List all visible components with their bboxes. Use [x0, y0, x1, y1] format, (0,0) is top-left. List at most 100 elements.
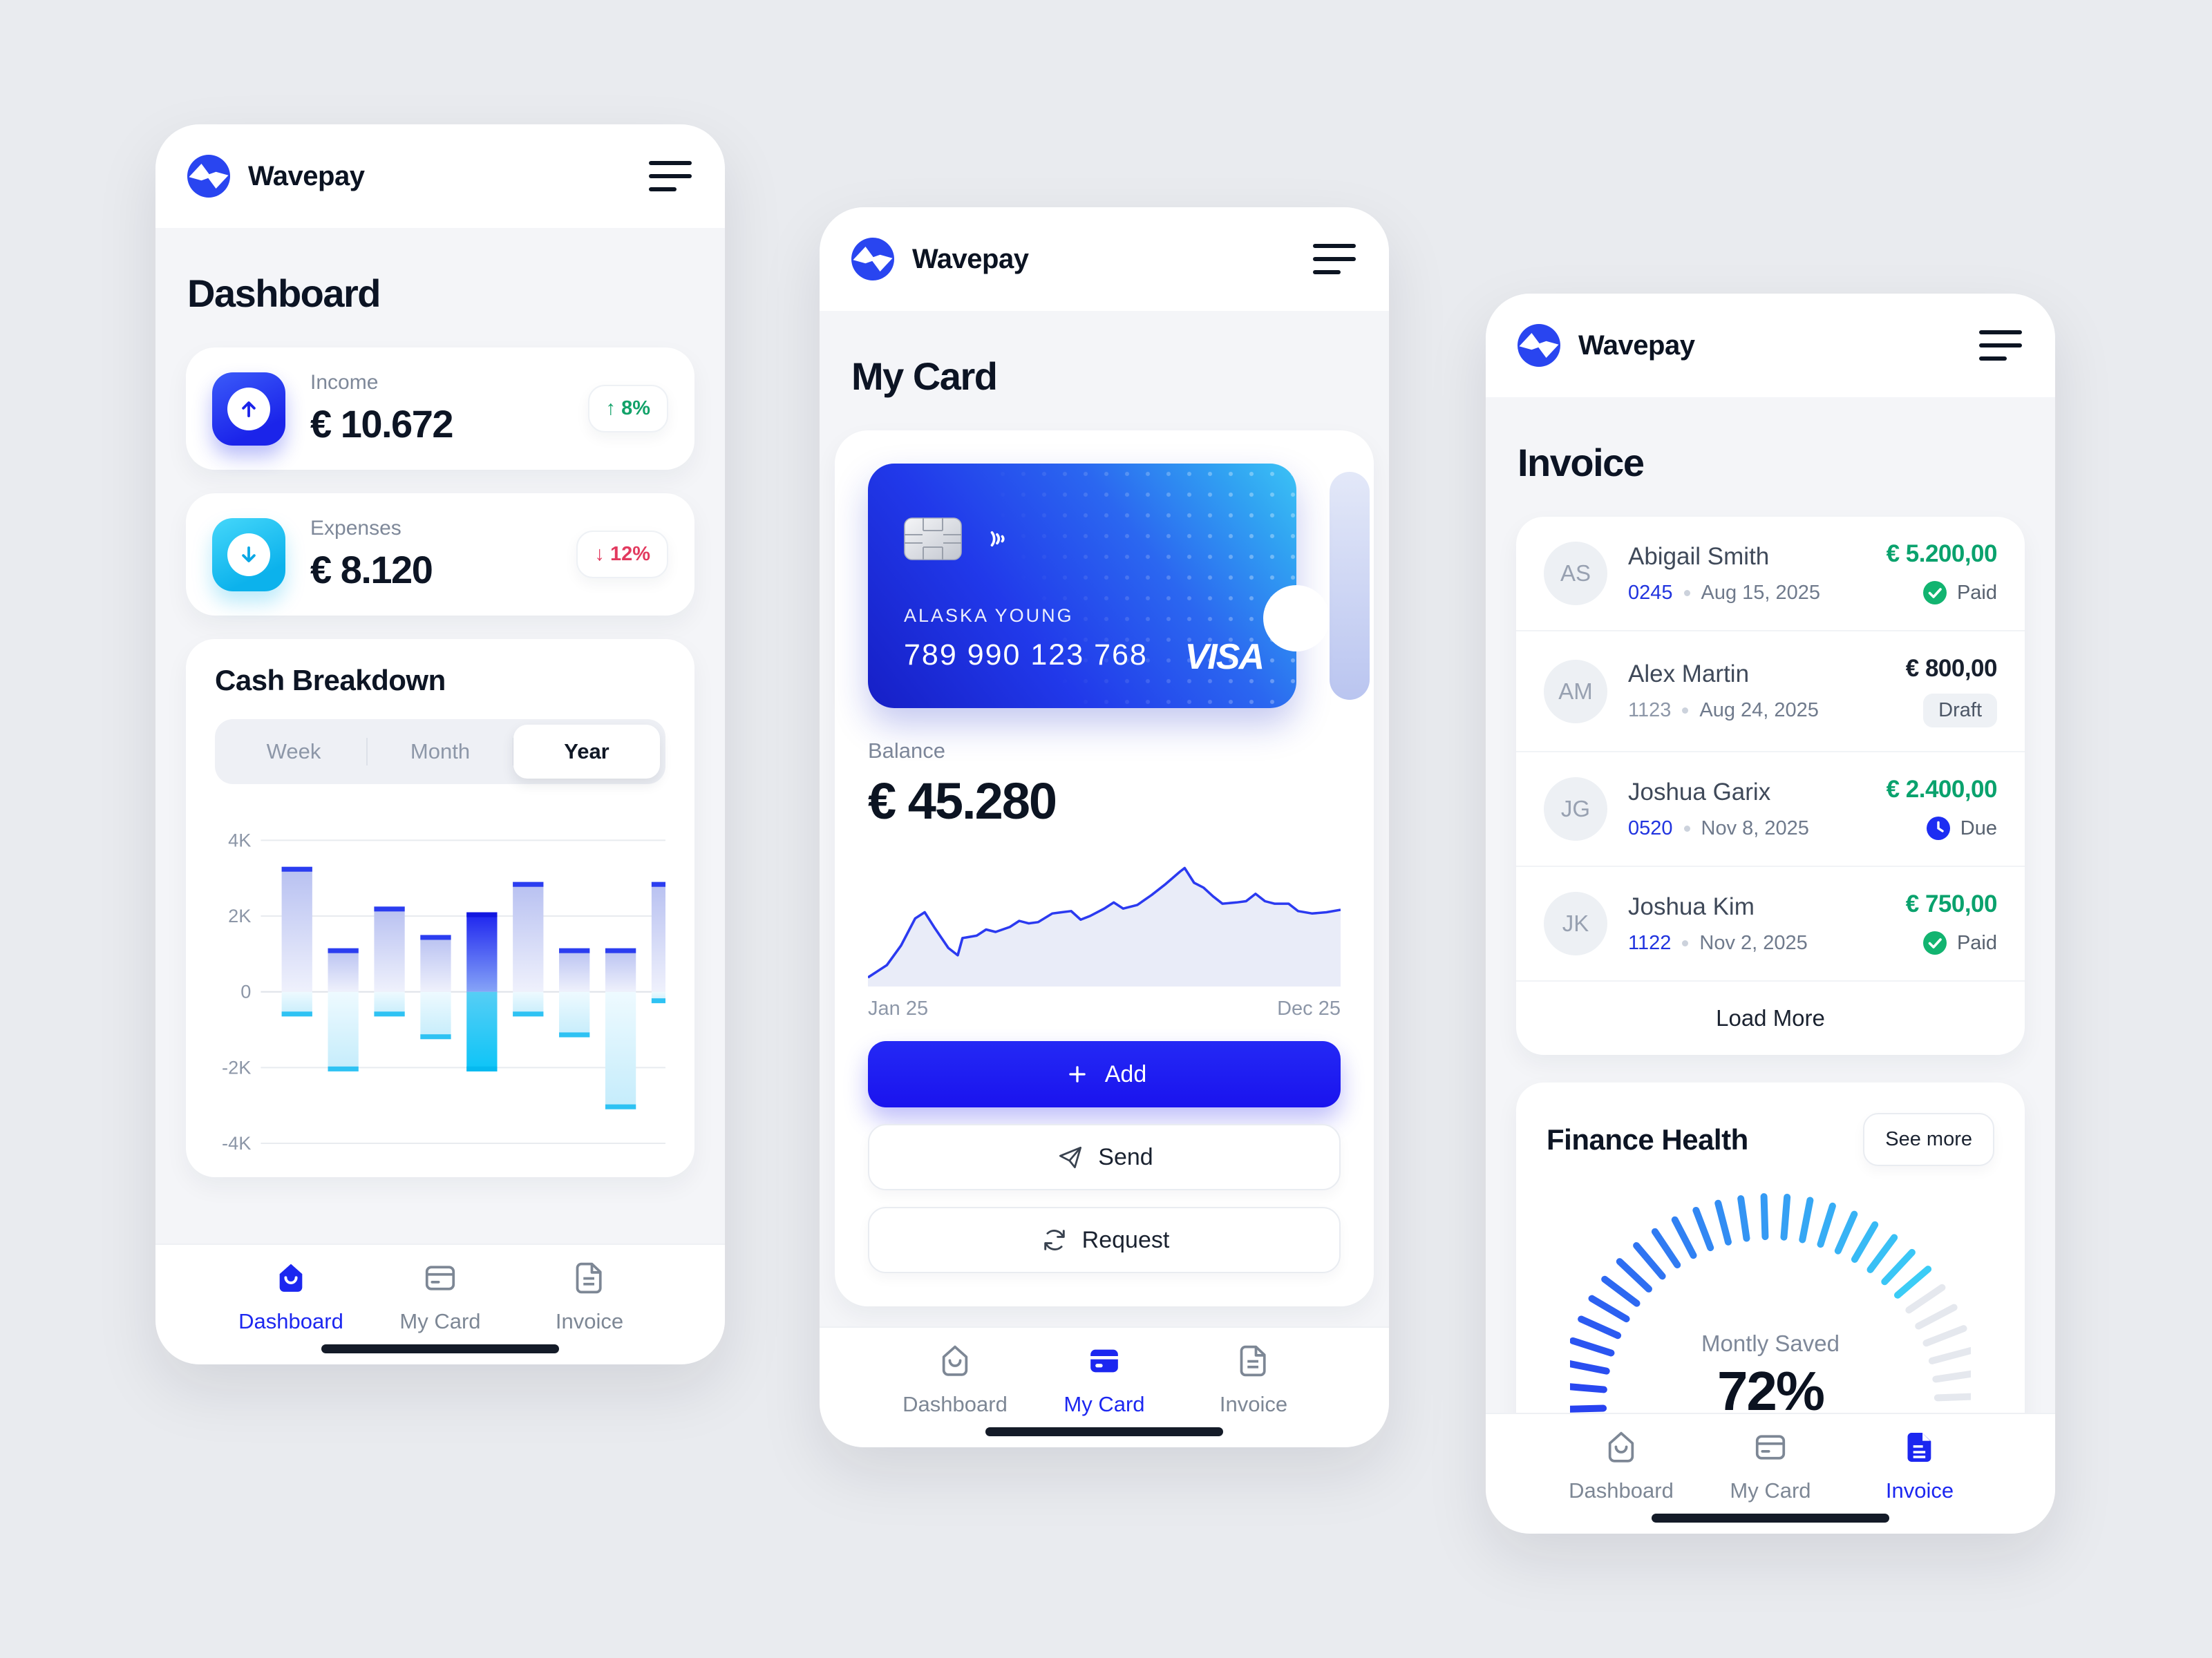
page-title: Dashboard: [187, 271, 381, 315]
invoice-date: Nov 2, 2025: [1699, 931, 1808, 954]
invoice-amount: € 2.400,00: [1886, 776, 1998, 803]
invoice-row[interactable]: AS Abigail Smith 0245 Aug 15, 2025 € 5.2…: [1516, 517, 2025, 630]
stat-label: Expenses: [310, 517, 401, 540]
bottom-nav: Dashboard My Card Invoice: [820, 1326, 1389, 1447]
nav-label: Dashboard: [902, 1392, 1008, 1416]
expenses-stat-card: Expenses € 8.120 ↓ 12%: [186, 493, 694, 616]
invoice-number-link[interactable]: 1122: [1628, 931, 1672, 954]
app-header: Wavepay: [1486, 294, 2055, 397]
nav-label: Invoice: [1219, 1392, 1288, 1416]
expenses-arrow-icon: [212, 517, 285, 591]
balance-line-chart: [868, 866, 1341, 987]
phone-invoice-screen: Wavepay Invoice AS Abigail Smith 0245 Au…: [1486, 294, 2055, 1534]
invoice-status: Draft: [1906, 694, 1997, 727]
dot-separator: [1682, 707, 1689, 714]
income-delta-badge: ↑ 8%: [587, 385, 668, 432]
credit-card[interactable]: ALASKA YOUNG 789 990 123 768 VISA: [868, 464, 1296, 708]
home-icon: [272, 1259, 310, 1301]
nav-item-my-card[interactable]: My Card: [1696, 1428, 1845, 1534]
nav-item-my-card[interactable]: My Card: [366, 1259, 515, 1364]
menu-icon[interactable]: [649, 161, 693, 191]
nav-item-dashboard[interactable]: Dashboard: [1547, 1428, 1696, 1534]
avatar: AS: [1544, 542, 1607, 605]
arrow-up-glyph: ↑: [605, 397, 616, 419]
card-dot-pattern: [868, 464, 1296, 708]
load-more-button[interactable]: Load More: [1516, 980, 2025, 1055]
dot-separator: [1683, 825, 1690, 832]
draft-pill: Draft: [1923, 694, 1997, 727]
request-button[interactable]: Request: [868, 1207, 1341, 1273]
nav-label: Invoice: [555, 1309, 624, 1333]
invoice-number-link[interactable]: 0520: [1628, 817, 1673, 839]
nav-label: Dashboard: [238, 1309, 343, 1333]
axis-end-label: Dec 25: [1277, 998, 1341, 1020]
nav-item-invoice[interactable]: Invoice: [515, 1259, 664, 1364]
tab-year[interactable]: Year: [513, 725, 660, 779]
cash-breakdown-title: Cash Breakdown: [215, 664, 446, 696]
wavepay-logo-icon: [1518, 324, 1560, 367]
chart-x-axis: Jan 25 Dec 25: [868, 998, 1341, 1020]
invoice-date: Nov 8, 2025: [1701, 817, 1809, 839]
invoice-row[interactable]: JK Joshua Kim 1122 Nov 2, 2025 € 750,00 …: [1516, 866, 2025, 980]
menu-icon[interactable]: [1313, 244, 1357, 274]
card-notch: [1263, 585, 1330, 651]
svg-text:4K: 4K: [228, 829, 251, 850]
tab-month[interactable]: Month: [367, 725, 514, 779]
tab-week[interactable]: Week: [220, 725, 368, 779]
avatar: AM: [1544, 659, 1607, 723]
invoice-client-name: Abigail Smith: [1628, 542, 1770, 570]
nav-label: My Card: [399, 1309, 481, 1333]
stat-value: € 10.672: [310, 402, 453, 446]
app-header: Wavepay: [155, 124, 725, 228]
card-icon: [1751, 1428, 1790, 1470]
invoice-row[interactable]: JG Joshua Garix 0520 Nov 8, 2025 € 2.400…: [1516, 751, 2025, 866]
brand-name: Wavepay: [248, 160, 365, 191]
nav-item-my-card[interactable]: My Card: [1030, 1342, 1179, 1447]
next-card-peek[interactable]: [1330, 472, 1370, 700]
home-icon: [1602, 1428, 1641, 1470]
nav-item-dashboard[interactable]: Dashboard: [216, 1259, 366, 1364]
check-circle-icon: [1922, 581, 1947, 604]
clock-icon: [1926, 817, 1950, 840]
invoice-number-link[interactable]: 0245: [1628, 581, 1673, 604]
menu-icon[interactable]: [1979, 330, 2023, 361]
period-segmented-control: Week Month Year: [215, 719, 665, 784]
bottom-nav: Dashboard My Card Invoice: [155, 1244, 725, 1364]
check-circle-icon: [1922, 931, 1947, 955]
svg-text:0: 0: [240, 981, 251, 1002]
home-indicator: [985, 1427, 1223, 1436]
nav-item-invoice[interactable]: Invoice: [1845, 1428, 1994, 1534]
invoice-client-name: Joshua Kim: [1628, 893, 1755, 920]
nav-item-dashboard[interactable]: Dashboard: [880, 1342, 1030, 1447]
brand-name: Wavepay: [912, 243, 1029, 274]
invoice-amount: € 750,00: [1905, 890, 1998, 917]
card-icon: [421, 1259, 460, 1301]
invoice-date: Aug 24, 2025: [1699, 699, 1819, 721]
invoice-amount: € 5.200,00: [1886, 540, 1998, 567]
invoice-status: Due: [1887, 814, 1997, 842]
invoice-amount: € 800,00: [1905, 655, 1998, 682]
send-button[interactable]: Send: [868, 1124, 1341, 1190]
invoice-date: Aug 15, 2025: [1701, 581, 1821, 604]
cash-breakdown-bar-chart: 4K 2K 0 -2K -4K: [222, 829, 665, 1154]
dot-separator: [1682, 940, 1689, 946]
see-more-button[interactable]: See more: [1863, 1113, 1994, 1166]
card-icon: [1085, 1342, 1124, 1384]
card-chip-icon: [904, 517, 962, 560]
add-button[interactable]: Add: [868, 1041, 1341, 1107]
app-header: Wavepay: [820, 207, 1389, 311]
arrow-down-glyph: ↓: [594, 543, 605, 565]
phone-mycard-screen: Wavepay My Card ALASKA YOUNG 789 990 123…: [820, 207, 1389, 1447]
gauge-label: Montly Saved: [1701, 1331, 1840, 1356]
invoice-row[interactable]: AM Alex Martin 1123 Aug 24, 2025 € 800,0…: [1516, 630, 2025, 751]
nav-label: Invoice: [1885, 1478, 1954, 1503]
page-title: My Card: [851, 354, 998, 398]
phone-dashboard-screen: Wavepay Dashboard Income € 10.672 ↑ 8% E…: [155, 124, 725, 1364]
dot-separator: [1683, 589, 1690, 596]
avatar: JK: [1544, 892, 1607, 955]
svg-text:-4K: -4K: [222, 1132, 251, 1154]
nav-item-invoice[interactable]: Invoice: [1179, 1342, 1328, 1447]
nav-label: My Card: [1730, 1478, 1811, 1503]
file-icon: [1900, 1428, 1939, 1470]
gauge-value: 72%: [1717, 1360, 1825, 1422]
